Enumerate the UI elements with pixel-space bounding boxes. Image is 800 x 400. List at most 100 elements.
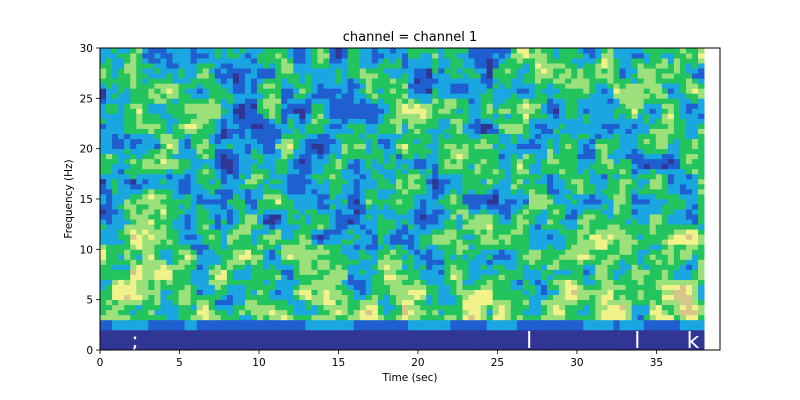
heatmap-cell xyxy=(238,128,246,134)
heatmap-cell xyxy=(432,264,439,270)
heatmap-cell xyxy=(450,324,457,331)
heatmap-cell xyxy=(408,339,415,346)
heatmap-cell xyxy=(244,219,252,225)
heatmap-cell xyxy=(106,324,113,331)
heatmap-cell xyxy=(269,299,276,306)
heatmap-cell xyxy=(625,319,633,326)
heatmap-cell xyxy=(474,339,481,346)
heatmap-cell xyxy=(528,178,536,185)
heatmap-cell xyxy=(426,103,433,109)
heatmap-cell xyxy=(528,173,536,180)
heatmap-cell xyxy=(214,249,222,255)
heatmap-cell xyxy=(226,329,234,336)
heatmap-cell xyxy=(124,344,131,351)
heatmap-cell xyxy=(263,163,270,170)
heatmap-cell xyxy=(607,168,614,175)
heatmap-cell xyxy=(456,234,463,240)
heatmap-cell xyxy=(371,148,379,155)
heatmap-cell xyxy=(577,339,584,346)
heatmap-cell xyxy=(456,309,463,316)
heatmap-cell xyxy=(371,284,379,290)
heatmap-cell xyxy=(287,163,294,170)
heatmap-cell xyxy=(184,344,192,351)
heatmap-cell xyxy=(299,113,306,119)
heatmap-cell xyxy=(323,269,330,275)
heatmap-cell xyxy=(613,249,620,255)
heatmap-cell xyxy=(631,188,639,195)
heatmap-cell xyxy=(486,319,494,326)
heatmap-cell xyxy=(631,234,639,240)
heatmap-cell xyxy=(130,254,137,260)
heatmap-cell xyxy=(595,98,602,104)
heatmap-cell xyxy=(154,239,161,245)
heatmap-cell xyxy=(655,239,663,245)
heatmap-cell xyxy=(426,309,433,316)
heatmap-cell xyxy=(202,183,210,190)
heatmap-cell xyxy=(148,168,155,175)
heatmap-cell xyxy=(516,324,524,331)
heatmap-cell xyxy=(244,133,252,139)
heatmap-cell xyxy=(202,138,210,145)
heatmap-cell xyxy=(547,329,554,336)
heatmap-cell xyxy=(263,219,270,225)
heatmap-cell xyxy=(220,259,228,265)
heatmap-cell xyxy=(257,334,264,341)
heatmap-cell xyxy=(456,193,463,200)
heatmap-cell xyxy=(208,279,216,285)
heatmap-cell xyxy=(565,269,572,275)
heatmap-cell xyxy=(667,324,675,331)
heatmap-cell xyxy=(112,98,119,104)
heatmap-cell xyxy=(408,279,415,285)
heatmap-cell xyxy=(214,224,222,230)
heatmap-cell xyxy=(190,239,198,245)
heatmap-cell xyxy=(100,219,107,225)
heatmap-cell xyxy=(184,299,192,306)
heatmap-cell xyxy=(299,173,306,180)
heatmap-cell xyxy=(559,334,566,341)
heatmap-cell xyxy=(631,309,639,316)
heatmap-cell xyxy=(553,259,560,265)
heatmap-cell xyxy=(371,294,379,301)
heatmap-cell xyxy=(571,299,578,306)
heatmap-cell xyxy=(365,309,373,316)
heatmap-cell xyxy=(220,269,228,275)
heatmap-cell xyxy=(371,188,379,195)
heatmap-cell xyxy=(553,138,560,145)
heatmap-cell xyxy=(244,309,252,316)
heatmap-cell xyxy=(130,123,137,129)
heatmap-cell xyxy=(160,173,167,180)
heatmap-cell xyxy=(178,229,185,235)
heatmap-cell xyxy=(112,344,119,351)
heatmap-cell xyxy=(601,128,608,134)
heatmap-cell xyxy=(547,113,554,119)
heatmap-cell xyxy=(299,304,306,311)
heatmap-cell xyxy=(160,143,167,150)
heatmap-cell xyxy=(643,153,651,160)
heatmap-cell xyxy=(522,219,530,225)
heatmap-cell xyxy=(232,329,240,336)
heatmap-cell xyxy=(655,309,663,316)
heatmap-cell xyxy=(389,309,397,316)
heatmap-cell xyxy=(559,199,566,205)
heatmap-cell xyxy=(528,284,536,290)
heatmap-cell xyxy=(540,334,548,341)
heatmap-cell xyxy=(130,209,137,215)
heatmap-cell xyxy=(438,209,445,215)
heatmap-cell xyxy=(553,289,560,296)
heatmap-cell xyxy=(619,309,626,316)
heatmap-cell xyxy=(414,143,421,150)
heatmap-cell xyxy=(534,299,542,306)
heatmap-cell xyxy=(698,224,705,230)
heatmap-cell xyxy=(353,334,361,341)
heatmap-cell xyxy=(275,269,282,275)
heatmap-cell xyxy=(595,334,602,341)
heatmap-cell xyxy=(498,229,506,235)
heatmap-cell xyxy=(353,229,361,235)
heatmap-cell xyxy=(112,269,119,275)
heatmap-cell xyxy=(607,329,614,336)
heatmap-cell xyxy=(679,309,687,316)
heatmap-cell xyxy=(196,324,204,331)
heatmap-cell xyxy=(226,133,234,139)
heatmap-cell xyxy=(365,143,373,150)
heatmap-cell xyxy=(667,148,675,155)
